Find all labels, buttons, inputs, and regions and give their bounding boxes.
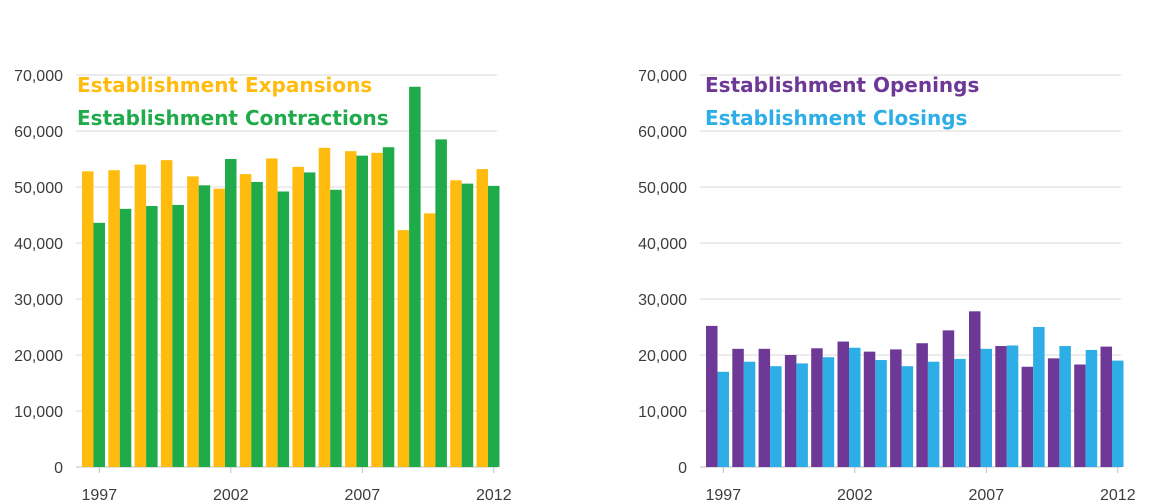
bar-series1 (160, 160, 173, 467)
y-tick-label: 30,000 (638, 292, 687, 309)
y-tick-label: 70,000 (14, 68, 63, 85)
y-tick-label: 20,000 (638, 348, 687, 365)
bar-series2 (330, 189, 342, 468)
bar-series1 (784, 355, 797, 467)
bar-series2 (1112, 360, 1124, 467)
legend-entry: Establishment Closings (705, 106, 967, 130)
bar-series2 (488, 185, 500, 467)
bar-series2 (1085, 349, 1098, 467)
chart-panel-2: 0 10,000 20,000 30,000 40,000 50,000 60,000 70,… (638, 68, 1136, 504)
y-tick-label: 40,000 (638, 236, 687, 253)
bar-series2 (849, 347, 861, 467)
bar-series2 (461, 183, 474, 467)
bar-series2 (770, 366, 782, 467)
bar-series2 (172, 204, 184, 468)
bar-series1 (837, 341, 849, 467)
bar-series2 (277, 191, 290, 468)
bar-series2 (119, 208, 132, 467)
y-tick-label: 0 (678, 460, 687, 477)
legend-entry: Establishment Openings (705, 73, 979, 97)
bar-series1 (890, 349, 902, 467)
bar-series1 (371, 152, 383, 467)
x-tick-label: 2002 (213, 487, 249, 504)
bar-series1 (108, 170, 120, 467)
bar-series2 (927, 361, 940, 467)
y-tick-label: 50,000 (14, 180, 63, 197)
bar-series1 (213, 188, 225, 467)
bar-series1 (134, 164, 147, 467)
bar-series1 (1021, 366, 1034, 467)
bar-series2 (796, 363, 808, 467)
bar-series2 (1033, 327, 1045, 467)
y-tick-label: 10,000 (638, 404, 687, 421)
bar-series1 (995, 346, 1007, 467)
y-tick-label: 40,000 (14, 236, 63, 253)
bar-series1 (1100, 346, 1112, 467)
x-tick-label: 2007 (345, 487, 381, 504)
y-tick-label: 50,000 (638, 180, 687, 197)
bar-series2 (822, 357, 835, 467)
bar-series1 (397, 230, 410, 467)
bar-series1 (916, 343, 928, 467)
bar-series1 (239, 174, 252, 467)
bar-series1 (82, 171, 94, 467)
y-tick-label: 20,000 (14, 348, 63, 365)
bar-series1 (345, 151, 357, 467)
bar-series1 (476, 169, 488, 467)
bar-series2 (382, 147, 395, 468)
bar-series2 (1059, 346, 1071, 467)
bar-series1 (758, 348, 771, 467)
bar-series2 (954, 358, 966, 467)
bar-series2 (146, 206, 158, 468)
bar-series2 (409, 86, 421, 467)
bar-series2 (303, 172, 316, 467)
bar-series1 (1047, 358, 1060, 467)
bar-series2 (93, 222, 105, 467)
bar-series2 (198, 185, 211, 467)
bar-series1 (863, 351, 876, 467)
bar-series2 (980, 348, 992, 467)
bar-series1 (318, 147, 331, 468)
bar-series1 (811, 348, 823, 467)
y-tick-label: 60,000 (14, 124, 63, 141)
y-tick-label: 30,000 (14, 292, 63, 309)
legend-entry: Establishment Contractions (77, 106, 389, 130)
bar-series1 (969, 311, 981, 467)
bar-series2 (875, 360, 887, 467)
bar-series1 (423, 213, 436, 467)
bar-series1 (942, 330, 955, 467)
bar-series1 (1074, 364, 1086, 467)
chart-panel-1: 0 10,000 20,000 30,000 40,000 50,000 60,000 70,… (14, 68, 512, 504)
y-tick-label: 0 (54, 460, 63, 477)
bar-series2 (901, 366, 914, 467)
y-tick-label: 60,000 (638, 124, 687, 141)
bar-series2 (1006, 345, 1019, 467)
x-tick-label: 2012 (476, 487, 512, 504)
bar-series1 (187, 176, 199, 468)
x-tick-label: 1997 (706, 487, 742, 504)
bar-series1 (706, 325, 718, 467)
bar-series1 (450, 180, 462, 467)
legend-entry: Establishment Expansions (77, 73, 372, 97)
bar-series2 (356, 155, 368, 467)
bar-series2 (225, 159, 237, 467)
bar-series1 (732, 348, 744, 467)
x-tick-label: 2007 (969, 487, 1005, 504)
bar-series1 (292, 166, 304, 467)
bar-series2 (743, 361, 756, 467)
y-tick-label: 70,000 (638, 68, 687, 85)
bar-series1 (266, 158, 278, 467)
bar-series2 (717, 371, 729, 467)
x-tick-label: 2012 (1100, 487, 1136, 504)
y-tick-label: 10,000 (14, 404, 63, 421)
bar-series2 (435, 139, 447, 467)
x-tick-label: 1997 (82, 487, 118, 504)
bar-series2 (251, 181, 263, 467)
x-tick-label: 2002 (837, 487, 873, 504)
